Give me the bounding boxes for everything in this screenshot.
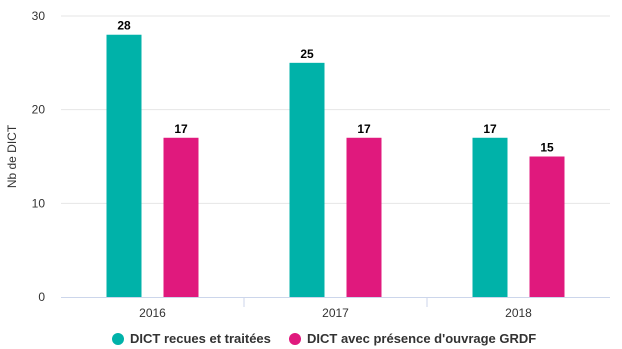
bar-2018-series-1[interactable]	[472, 137, 508, 297]
bar-2016-series-1[interactable]	[106, 34, 142, 297]
legend-item-series-1[interactable]: DICT recues et traitées	[112, 331, 271, 346]
bar-2018-series-2[interactable]	[529, 156, 565, 298]
bar-2017-series-1[interactable]	[289, 62, 325, 298]
y-tick-label-0: 0	[38, 290, 45, 304]
legend-swatch-series-2	[289, 333, 301, 345]
data-label-2016-series-1: 28	[117, 19, 131, 33]
x-tick-label-2017: 2017	[322, 306, 349, 320]
y-tick-label-10: 10	[32, 196, 46, 210]
legend-label-series-2: DICT avec présence d'ouvrage GRDF	[307, 331, 536, 346]
bars	[106, 34, 565, 298]
data-labels: 28 17 25 17 17 15	[117, 19, 554, 155]
legend-item-series-2[interactable]: DICT avec présence d'ouvrage GRDF	[289, 331, 536, 346]
legend-swatch-series-1	[112, 333, 124, 345]
y-tick-label-20: 20	[32, 103, 46, 117]
data-label-2017-series-2: 17	[357, 122, 371, 136]
legend: DICT recues et traitées DICT avec présenc…	[112, 331, 536, 346]
y-tick-label-30: 30	[32, 9, 46, 23]
y-axis-ticks: 0 10 20 30	[32, 9, 46, 304]
bar-2017-series-2[interactable]	[346, 137, 382, 297]
data-label-2018-series-2: 15	[540, 141, 554, 155]
data-label-2018-series-1: 17	[483, 122, 497, 136]
bar-2016-series-2[interactable]	[163, 137, 199, 297]
y-axis-title: Nb de DICT	[5, 124, 19, 188]
legend-label-series-1: DICT recues et traitées	[130, 331, 271, 346]
data-label-2016-series-2: 17	[174, 122, 188, 136]
x-axis-ticks: 2016 2017 2018	[139, 297, 532, 320]
data-label-2017-series-1: 25	[300, 47, 314, 61]
x-tick-label-2016: 2016	[139, 306, 166, 320]
x-tick-label-2018: 2018	[505, 306, 532, 320]
gridlines	[61, 15, 610, 204]
